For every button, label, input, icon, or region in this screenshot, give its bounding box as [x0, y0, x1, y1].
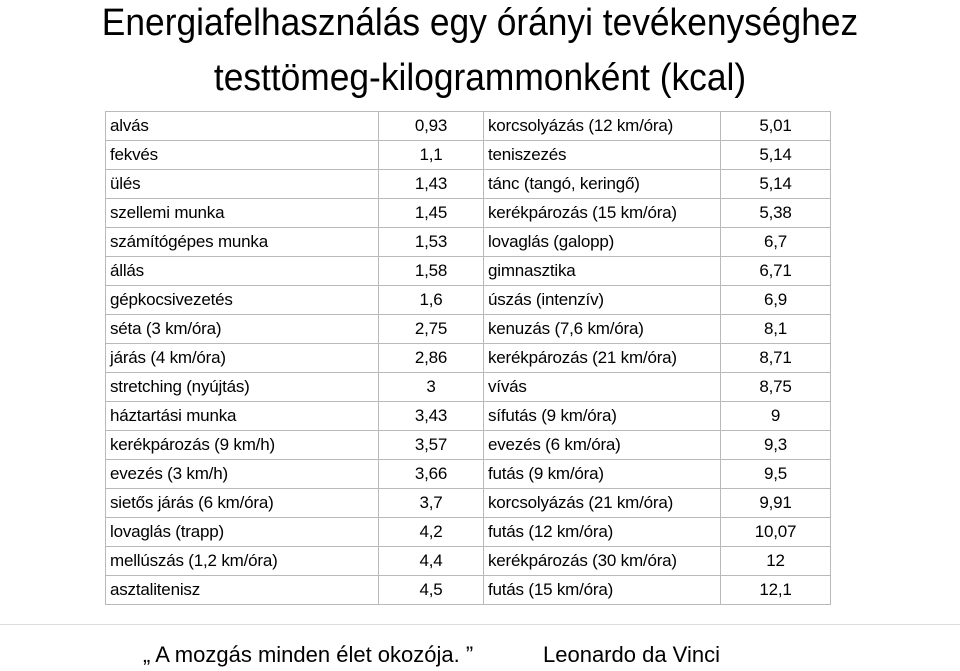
activity-cell-left: lovaglás (trapp)	[105, 517, 379, 547]
table-row: stretching (nyújtás) 3 vívás 8,75	[105, 372, 831, 402]
activity-cell-left: ülés	[105, 169, 379, 199]
table-row: szellemi munka 1,45 kerékpározás (15 km/ór…	[105, 198, 831, 228]
value-cell-left: 1,53	[378, 227, 484, 257]
activity-cell-left: gépkocsivezetés	[105, 285, 379, 315]
activity-cell-right: futás (15 km/óra)	[483, 575, 721, 605]
value-cell-left: 2,75	[378, 314, 484, 344]
value-cell-right: 12,1	[720, 575, 831, 605]
value-cell-right: 5,14	[720, 140, 831, 170]
value-cell-right: 5,38	[720, 198, 831, 228]
activity-cell-left: fekvés	[105, 140, 379, 170]
activity-cell-right: korcsolyázás (21 km/óra)	[483, 488, 721, 518]
value-cell-right: 9,3	[720, 430, 831, 460]
activity-cell-right: lovaglás (galopp)	[483, 227, 721, 257]
activity-cell-right: futás (9 km/óra)	[483, 459, 721, 489]
activity-cell-left: számítógépes munka	[105, 227, 379, 257]
activity-cell-right: kerékpározás (21 km/óra)	[483, 343, 721, 373]
table-row: gépkocsivezetés 1,6 úszás (intenzív) 6,9	[105, 285, 831, 315]
activity-cell-right: teniszezés	[483, 140, 721, 170]
table-row: járás (4 km/óra) 2,86 kerékpározás (21 km/…	[105, 343, 831, 373]
table-row: ülés 1,43 tánc (tangó, keringő) 5,14	[105, 169, 831, 199]
value-cell-left: 1,6	[378, 285, 484, 315]
activity-cell-left: alvás	[105, 111, 379, 141]
value-cell-right: 8,1	[720, 314, 831, 344]
activity-cell-right: sífutás (9 km/óra)	[483, 401, 721, 431]
table-row: kerékpározás (9 km/h) 3,57 evezés (6 km/ór…	[105, 430, 831, 460]
value-cell-left: 3	[378, 372, 484, 402]
activity-cell-right: futás (12 km/óra)	[483, 517, 721, 547]
table-row: asztalitenisz 4,5 futás (15 km/óra) 12,1	[105, 575, 831, 605]
activity-cell-left: szellemi munka	[105, 198, 379, 228]
value-cell-right: 6,7	[720, 227, 831, 257]
value-cell-right: 8,71	[720, 343, 831, 373]
value-cell-left: 3,66	[378, 459, 484, 489]
table-row: számítógépes munka 1,53 lovaglás (galopp) 6…	[105, 227, 831, 257]
value-cell-right: 9,5	[720, 459, 831, 489]
activity-cell-left: kerékpározás (9 km/h)	[105, 430, 379, 460]
value-cell-right: 12	[720, 546, 831, 576]
value-cell-left: 3,43	[378, 401, 484, 431]
footer-quote: „ A mozgás minden élet okozója. ”	[143, 642, 474, 667]
table-row: fekvés 1,1 teniszezés 5,14	[105, 140, 831, 170]
footer-divider	[0, 624, 960, 625]
value-cell-right: 6,9	[720, 285, 831, 315]
activity-cell-left: sietős járás (6 km/óra)	[105, 488, 379, 518]
activity-cell-left: háztartási munka	[105, 401, 379, 431]
value-cell-left: 4,5	[378, 575, 484, 605]
activity-cell-left: séta (3 km/óra)	[105, 314, 379, 344]
value-cell-left: 1,58	[378, 256, 484, 286]
value-cell-left: 3,7	[378, 488, 484, 518]
table-row: állás 1,58 gimnasztika 6,71	[105, 256, 831, 286]
activity-cell-right: kerékpározás (30 km/óra)	[483, 546, 721, 576]
activity-cell-left: asztalitenisz	[105, 575, 379, 605]
page-title: Energiafelhasználás egy órányi tevékenys…	[101, 2, 859, 44]
table-row: háztartási munka 3,43 sífutás (9 km/óra) 9	[105, 401, 831, 431]
value-cell-left: 4,4	[378, 546, 484, 576]
activity-cell-right: kenuzás (7,6 km/óra)	[483, 314, 721, 344]
activity-cell-right: evezés (6 km/óra)	[483, 430, 721, 460]
activity-cell-right: úszás (intenzív)	[483, 285, 721, 315]
activity-cell-right: tánc (tangó, keringő)	[483, 169, 721, 199]
energy-table-body: alvás 0,93 korcsolyázás (12 km/óra) 5,01 fek…	[105, 111, 831, 605]
activity-cell-left: evezés (3 km/h)	[105, 459, 379, 489]
table-row: sietős járás (6 km/óra) 3,7 korcsolyázás (…	[105, 488, 831, 518]
activity-cell-left: járás (4 km/óra)	[105, 343, 379, 373]
activity-cell-left: állás	[105, 256, 379, 286]
value-cell-right: 5,01	[720, 111, 831, 141]
value-cell-right: 9,91	[720, 488, 831, 518]
activity-cell-right: gimnasztika	[483, 256, 721, 286]
value-cell-right: 6,71	[720, 256, 831, 286]
activity-cell-right: kerékpározás (15 km/óra)	[483, 198, 721, 228]
activity-cell-left: mellúszás (1,2 km/óra)	[105, 546, 379, 576]
value-cell-right: 9	[720, 401, 831, 431]
page-subtitle: testtömeg-kilogrammonként (kcal)	[213, 57, 747, 99]
value-cell-left: 3,57	[378, 430, 484, 460]
table-row: mellúszás (1,2 km/óra) 4,4 kerékpározás (3…	[105, 546, 831, 576]
value-cell-left: 0,93	[378, 111, 484, 141]
value-cell-left: 4,2	[378, 517, 484, 547]
value-cell-right: 8,75	[720, 372, 831, 402]
energy-table: alvás 0,93 korcsolyázás (12 km/óra) 5,01 fek…	[105, 111, 831, 605]
value-cell-right: 5,14	[720, 169, 831, 199]
activity-cell-right: korcsolyázás (12 km/óra)	[483, 111, 721, 141]
value-cell-left: 1,1	[378, 140, 484, 170]
table-row: lovaglás (trapp) 4,2 futás (12 km/óra) 10,0…	[105, 517, 831, 547]
energy-table-container: alvás 0,93 korcsolyázás (12 km/óra) 5,01 fek…	[105, 111, 831, 605]
table-row: evezés (3 km/h) 3,66 futás (9 km/óra) 9,5	[105, 459, 831, 489]
value-cell-left: 2,86	[378, 343, 484, 373]
value-cell-left: 1,45	[378, 198, 484, 228]
activity-cell-right: vívás	[483, 372, 721, 402]
value-cell-left: 1,43	[378, 169, 484, 199]
table-row: séta (3 km/óra) 2,75 kenuzás (7,6 km/óra) 8…	[105, 314, 831, 344]
footer-author: Leonardo da Vinci	[543, 642, 720, 667]
value-cell-right: 10,07	[720, 517, 831, 547]
activity-cell-left: stretching (nyújtás)	[105, 372, 379, 402]
table-row: alvás 0,93 korcsolyázás (12 km/óra) 5,01	[105, 111, 831, 141]
